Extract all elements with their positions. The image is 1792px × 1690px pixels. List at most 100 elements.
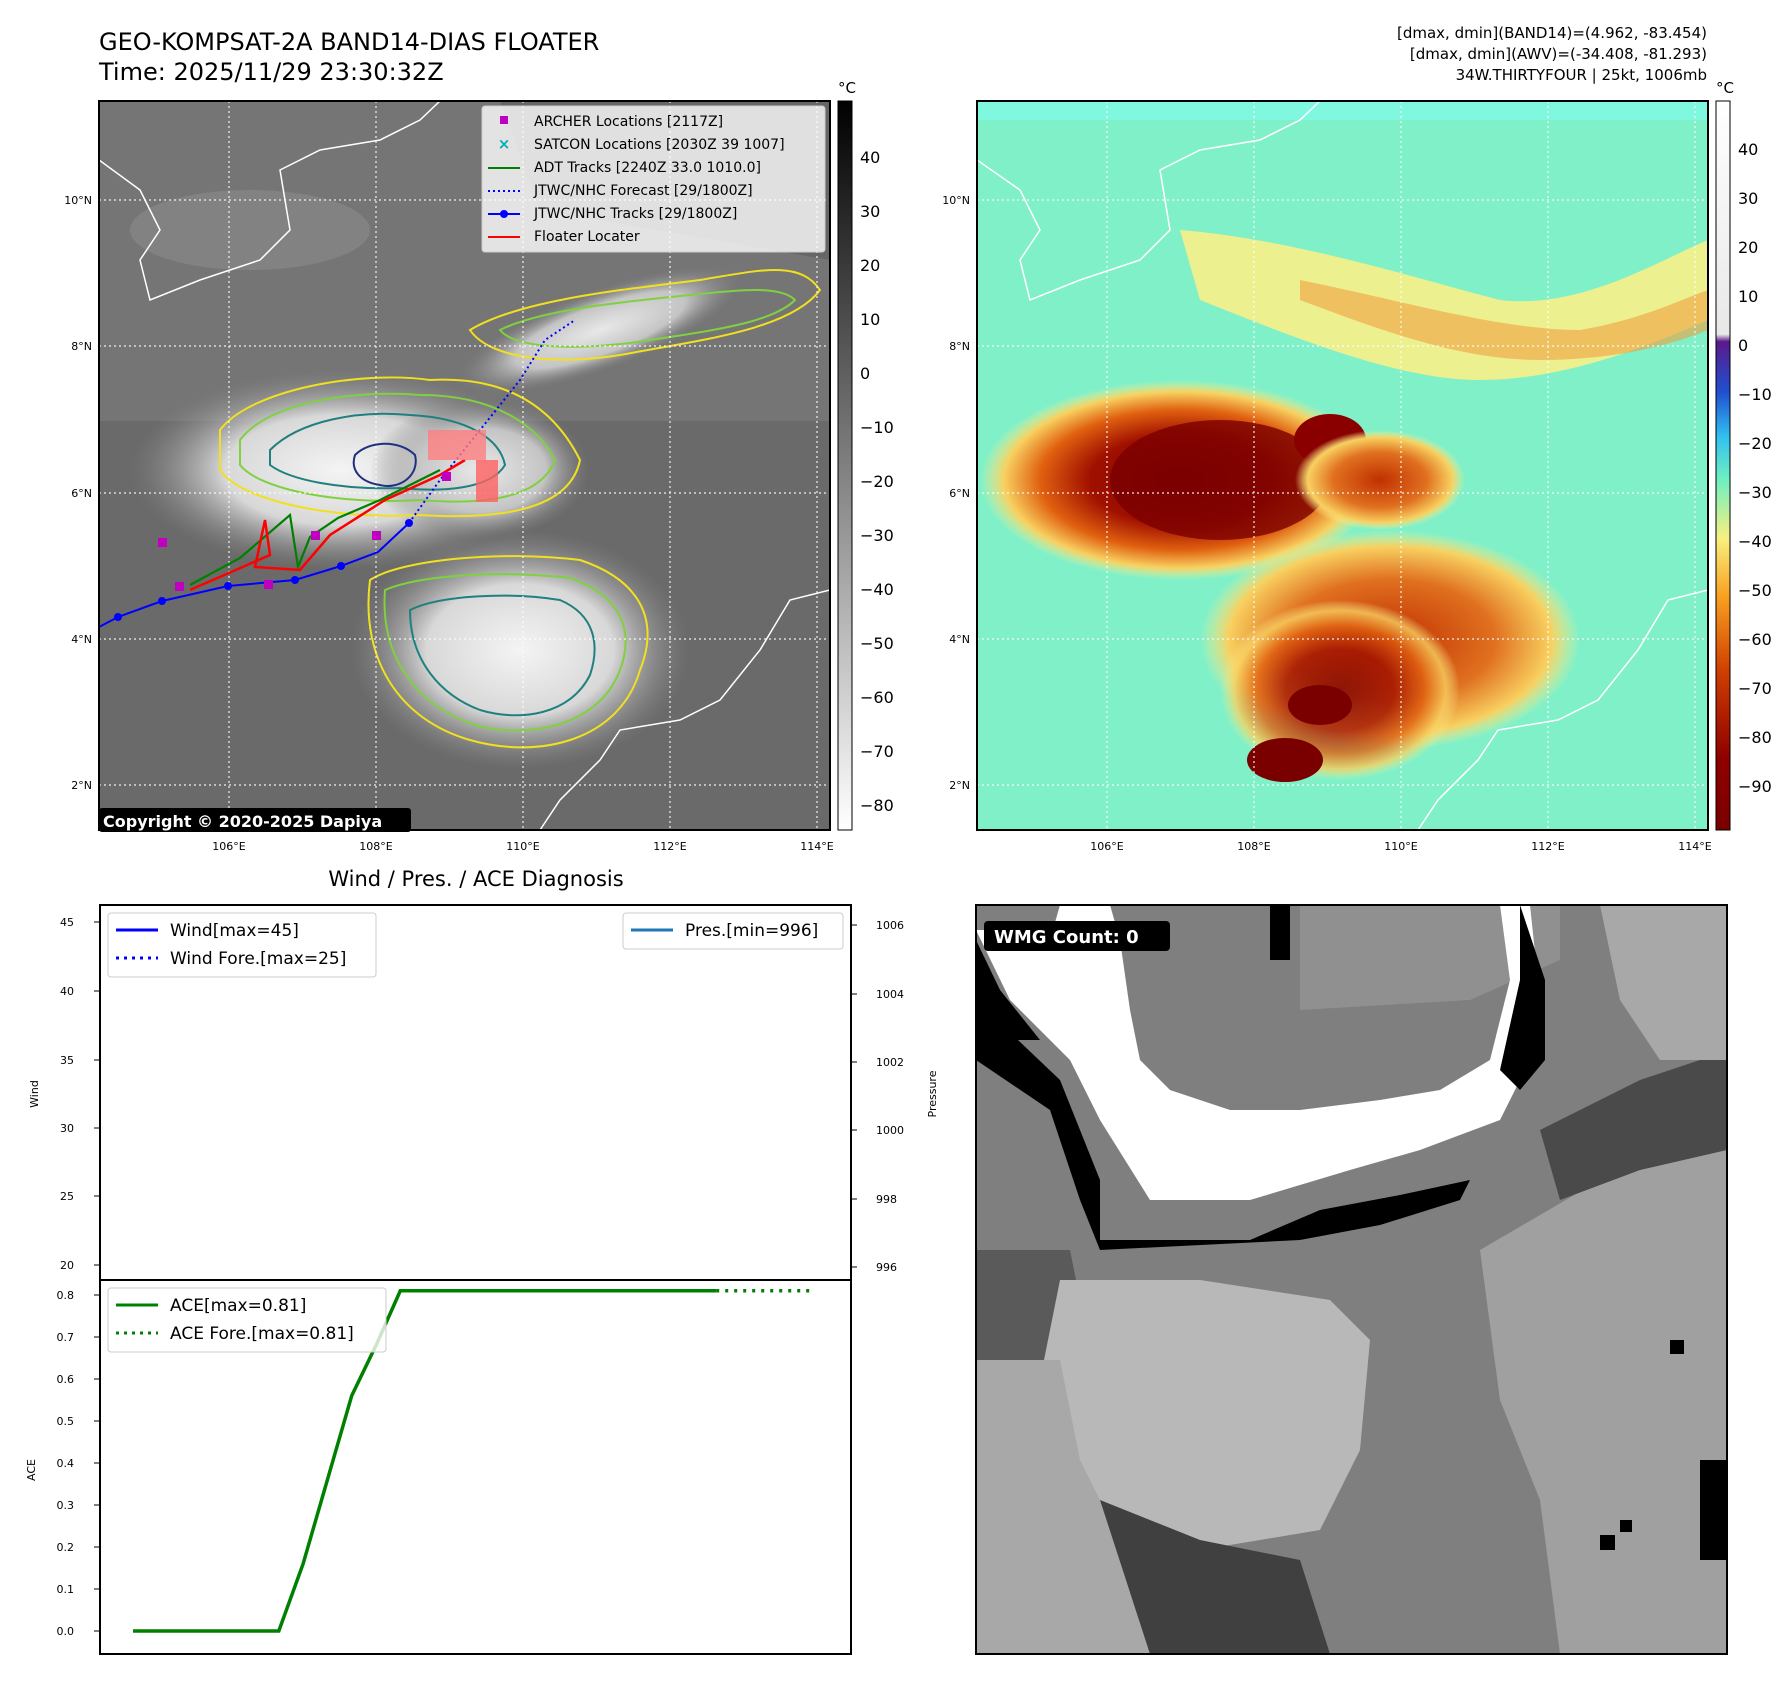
ace-tick: 0.5: [57, 1415, 75, 1428]
cb-tick: −80: [860, 796, 894, 815]
wind-pressure-chart: Wind Pressure 45 40 35 30 25 20 1006 100…: [28, 904, 939, 1281]
cb-tick: 40: [860, 148, 880, 167]
lat-label: 10°N: [64, 194, 92, 207]
ir-cloud-south: [350, 530, 690, 770]
ace-tick: 0.0: [57, 1625, 75, 1638]
ir-lat-labels: 10°N 8°N 6°N 4°N 2°N: [64, 194, 92, 792]
legend-satcon-marker: ×: [498, 135, 511, 153]
colorbar-left: °C 40 30 20 10 0 −10 −20 −30 −40 −50 −60…: [837, 79, 894, 831]
wmg-frame: [975, 904, 1728, 1655]
ir-map-legend: ARCHER Locations [2117Z] × SATCON Locati…: [481, 105, 826, 253]
wind-ticks: 45 40 35 30 25 20: [60, 916, 74, 1272]
cb-tick: −60: [860, 688, 894, 707]
ir-map-panel: ARCHER Locations [2117Z] × SATCON Locati…: [64, 100, 834, 853]
stats-awv: [dmax, dmin](AWV)=(-34.408, -81.293): [1410, 45, 1707, 63]
wmg-black-edge: [976, 1000, 1470, 1250]
awv-lon-labels: 106°E 108°E 110°E 112°E 114°E: [1090, 840, 1711, 853]
cb-tick: −30: [1738, 483, 1772, 502]
cb-tick: −20: [1738, 434, 1772, 453]
lat-label: 2°N: [949, 779, 970, 792]
cb-tick: −40: [1738, 532, 1772, 551]
lat-label: 6°N: [949, 487, 970, 500]
ace-tick: 0.8: [57, 1289, 75, 1302]
legend-forecast: JTWC/NHC Forecast [29/1800Z]: [533, 183, 753, 199]
legend-adt: ADT Tracks [2240Z 33.0 1010.0]: [534, 160, 761, 176]
lat-label: 8°N: [71, 340, 92, 353]
adt-track-line: [189, 469, 441, 586]
pres-tick: 1006: [876, 919, 904, 932]
legend-archer-marker: [500, 116, 508, 124]
awv-map-panel: 10°N 8°N 6°N 4°N 2°N 106°E 108°E 110°E 1…: [942, 100, 1712, 853]
pres-tick: 1000: [876, 1124, 904, 1137]
legend-archer: ARCHER Locations [2117Z]: [534, 114, 723, 130]
wmg-count-label: WMG Count: 0: [994, 927, 1139, 948]
lat-label: 4°N: [71, 633, 92, 646]
colorbar-right-unit: °C: [1716, 79, 1734, 97]
wind-ylabel: Wind: [28, 1080, 41, 1108]
archer-points: [158, 472, 451, 591]
cb-tick: 0: [860, 364, 870, 383]
lat-label: 4°N: [949, 633, 970, 646]
cb-tick: −20: [860, 472, 894, 491]
diagnosis-title: Wind / Pres. / ACE Diagnosis: [328, 867, 623, 891]
lon-label: 108°E: [1237, 840, 1270, 853]
cb-tick: 30: [1738, 189, 1758, 208]
cb-tick: 10: [860, 310, 880, 329]
colorbar-left-unit: °C: [838, 79, 856, 97]
lon-label: 106°E: [1090, 840, 1123, 853]
legend-ace-fore: ACE Fore.[max=0.81]: [170, 1324, 354, 1344]
figure-time: Time: 2025/11/29 23:30:32Z: [98, 58, 444, 86]
wind-tick: 25: [60, 1190, 74, 1203]
wind-tick: 20: [60, 1259, 74, 1272]
pres-legend: Pres.[min=996]: [622, 912, 844, 950]
lat-label: 8°N: [949, 340, 970, 353]
cb-tick: −10: [860, 418, 894, 437]
pres-ticks: 1006 1004 1002 1000 998 996: [876, 919, 904, 1274]
wmg-panel: WMG Count: 0: [975, 904, 1728, 1655]
cb-tick: −80: [1738, 728, 1772, 747]
legend-floater: Floater Locater: [534, 229, 640, 245]
cb-tick: −50: [860, 634, 894, 653]
legend-ace: ACE[max=0.81]: [170, 1296, 306, 1316]
lon-label: 110°E: [506, 840, 539, 853]
cb-tick: −50: [1738, 581, 1772, 600]
cb-tick: 40: [1738, 140, 1758, 159]
figure-title: GEO-KOMPSAT-2A BAND14-DIAS FLOATER: [99, 28, 599, 56]
lat-label: 2°N: [71, 779, 92, 792]
stats-storm: 34W.THIRTYFOUR | 25kt, 1006mb: [1456, 66, 1707, 84]
ace-tick: 0.3: [57, 1499, 75, 1512]
ace-ylabel: ACE: [25, 1459, 38, 1481]
ace-tick: 0.4: [57, 1457, 75, 1470]
cb-tick: 0: [1738, 336, 1748, 355]
ir-map-frame: [98, 100, 831, 831]
ace-tick: 0.7: [57, 1331, 75, 1344]
awv-map-frame: [976, 100, 1709, 831]
legend-wind-fore: Wind Fore.[max=25]: [170, 949, 346, 969]
cb-tick: −40: [860, 580, 894, 599]
jtwc-track-points: [114, 519, 413, 621]
lon-label: 108°E: [359, 840, 392, 853]
copyright-box: [99, 808, 411, 832]
legend-wind: Wind[max=45]: [170, 921, 299, 941]
legend-pres: Pres.[min=996]: [685, 921, 818, 941]
ace-legend: ACE[max=0.81] ACE Fore.[max=0.81]: [107, 1287, 387, 1353]
lon-label: 112°E: [1531, 840, 1564, 853]
ace-ticks: 0.8 0.7 0.6 0.5 0.4 0.3 0.2 0.1 0.0: [57, 1289, 75, 1638]
legend-tracks: JTWC/NHC Tracks [29/1800Z]: [533, 206, 737, 222]
pres-tick: 1002: [876, 1056, 904, 1069]
lon-label: 112°E: [653, 840, 686, 853]
cb-tick: −10: [1738, 385, 1772, 404]
wmg-count-box: [984, 921, 1170, 951]
cb-tick: −90: [1738, 777, 1772, 796]
wmg-light-blob: [1040, 1280, 1370, 1550]
pres-ylabel: Pressure: [926, 1070, 939, 1117]
colorbar-right-ticks: 40 30 20 10 0 −10 −20 −30 −40 −50 −60 −7…: [1738, 140, 1772, 796]
colorbar-right: °C 40 30 20 10 0 −10 −20 −30 −40 −50 −60…: [1715, 79, 1772, 831]
pres-tick: 998: [876, 1193, 897, 1206]
wind-tick: 45: [60, 916, 74, 929]
ir-lon-labels: 106°E 108°E 110°E 112°E 114°E: [212, 840, 833, 853]
lon-label: 114°E: [800, 840, 833, 853]
cb-tick: −30: [860, 526, 894, 545]
cb-tick: 20: [860, 256, 880, 275]
